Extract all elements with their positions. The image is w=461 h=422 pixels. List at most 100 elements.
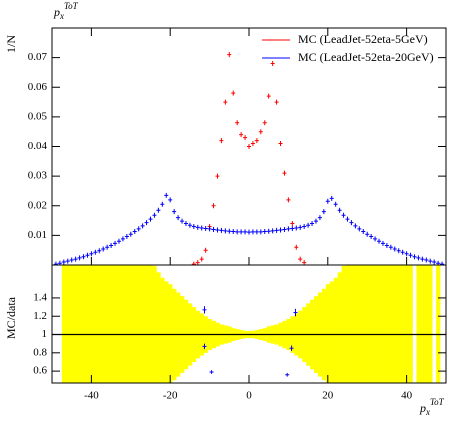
y-tick-label: 0.07: [28, 51, 48, 63]
uncertainty-band: [109, 265, 114, 383]
uncertainty-band: [128, 265, 134, 383]
data-point: [219, 227, 224, 233]
uncertainty-band: [369, 265, 374, 383]
data-point: [250, 141, 255, 147]
title-base: p: [53, 5, 60, 19]
xlabel-sup: ToT: [430, 397, 445, 407]
data-point: [306, 222, 311, 228]
data-point: [396, 248, 401, 254]
data-point: [235, 120, 240, 126]
uncertainty-band: [77, 265, 82, 383]
data-point: [97, 248, 102, 254]
data-point: [77, 255, 82, 261]
uncertainty-band: [428, 265, 433, 383]
data-point: [428, 258, 433, 264]
data-point: [278, 141, 283, 147]
y-tick-label: 1.4: [33, 291, 47, 303]
y-tick-label: 0.05: [28, 110, 48, 122]
uncertainty-band: [396, 265, 401, 383]
data-point: [231, 90, 236, 96]
data-point: [290, 221, 295, 227]
x-tick-label: -20: [163, 390, 178, 402]
x-axis-label: pxToT: [419, 397, 445, 417]
uncertainty-band: [61, 265, 67, 383]
data-point: [254, 229, 259, 235]
uncertainty-band: [408, 265, 413, 383]
data-point: [349, 220, 354, 226]
data-point: [116, 238, 121, 244]
uncertainty-band: [113, 265, 118, 383]
data-point: [61, 259, 66, 265]
data-point: [373, 236, 378, 242]
x-tick-label: 0: [246, 390, 252, 402]
data-point: [262, 120, 267, 126]
data-point: [250, 229, 255, 235]
data-point: [278, 227, 283, 233]
data-point: [377, 238, 382, 244]
data-point: [424, 257, 429, 263]
uncertainty-band: [89, 265, 94, 383]
data-point: [247, 229, 251, 235]
data-point: [298, 224, 303, 230]
data-point: [207, 226, 212, 232]
uncertainty-band: [384, 265, 390, 383]
uncertainty-band: [73, 265, 78, 383]
data-point: [258, 229, 263, 235]
data-point: [199, 225, 204, 231]
data-point: [199, 256, 204, 262]
data-point: [140, 223, 145, 229]
data-point: [85, 252, 90, 258]
data-point: [109, 242, 114, 248]
data-point: [266, 228, 271, 234]
legend-label: MC (LeadJet-52eta-20GeV): [298, 50, 434, 64]
uncertainty-band: [400, 265, 405, 383]
data-point: [412, 254, 417, 260]
data-point: [274, 99, 279, 105]
chart-title: pxToT: [53, 1, 79, 21]
data-point: [266, 93, 271, 99]
data-point: [239, 229, 244, 235]
data-point: [333, 201, 338, 207]
xlabel-sub: x: [425, 407, 430, 417]
data-point: [176, 215, 181, 221]
data-point: [420, 256, 425, 262]
uncertainty-band: [156, 272, 161, 383]
data-point: [105, 244, 110, 250]
uncertainty-band: [148, 265, 153, 383]
data-point: [325, 198, 330, 204]
uncertainty-band: [97, 265, 102, 383]
uncertainty-band: [105, 265, 110, 383]
data-point: [132, 229, 137, 235]
data-point: [329, 195, 334, 201]
data-point: [124, 234, 129, 240]
data-point: [341, 212, 346, 218]
data-point: [286, 226, 291, 232]
data-point: [160, 201, 165, 207]
data-point: [290, 226, 295, 232]
uncertainty-band: [144, 265, 149, 383]
uncertainty-band: [120, 265, 126, 383]
data-point: [101, 246, 106, 252]
uncertainty-band: [152, 265, 157, 383]
data-point: [195, 224, 200, 230]
data-point: [353, 223, 358, 229]
data-point: [270, 228, 275, 234]
uncertainty-band: [416, 265, 421, 383]
data-point: [400, 249, 405, 255]
data-point: [313, 218, 318, 224]
y-tick-label: 1: [42, 328, 48, 340]
data-point: [302, 260, 307, 265]
data-point: [168, 197, 173, 203]
data-point: [416, 255, 421, 261]
data-point: [191, 261, 196, 265]
uncertainty-band: [365, 265, 370, 383]
uncertainty-band: [168, 284, 173, 383]
uncertainty-band: [380, 265, 386, 383]
x-tick-label: 40: [401, 390, 413, 402]
uncertainty-band: [424, 265, 429, 383]
uncertainty-band: [101, 265, 106, 383]
x-tick-label: 20: [322, 390, 334, 402]
uncertainty-band: [65, 265, 71, 383]
data-point: [183, 221, 188, 227]
